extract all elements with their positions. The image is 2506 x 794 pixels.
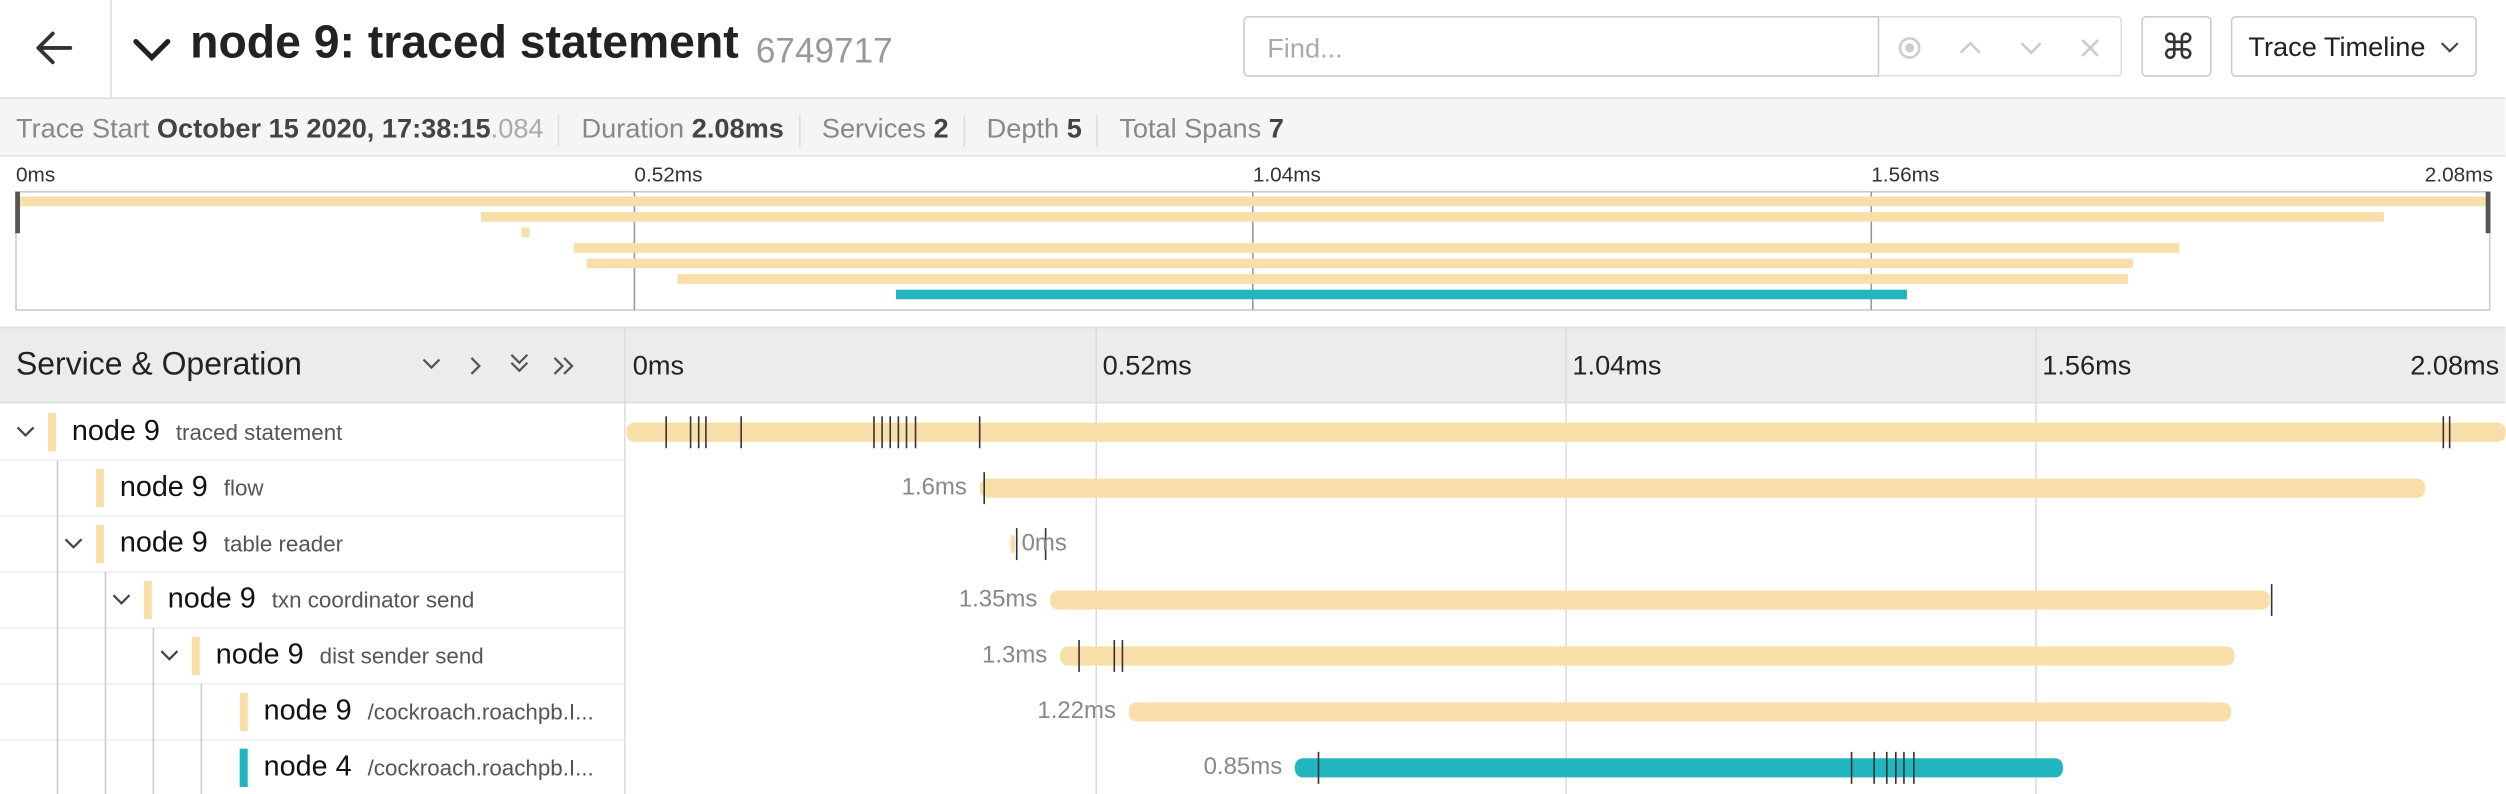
service-name: node 9 bbox=[120, 471, 208, 503]
expand-chevron[interactable] bbox=[16, 426, 35, 438]
meta-label: Duration bbox=[581, 113, 685, 144]
minimap-span bbox=[521, 227, 530, 238]
meta-label: Services bbox=[821, 113, 926, 144]
svg-text:⌘: ⌘ bbox=[2161, 28, 2196, 67]
search-controls bbox=[1879, 15, 2123, 77]
span-bar[interactable] bbox=[626, 422, 2506, 442]
span-duration: 1.35ms bbox=[959, 585, 1038, 612]
timeline-tick-label: 0.52ms bbox=[1103, 350, 1192, 381]
service-name: node 9 bbox=[168, 583, 256, 615]
meta-fraction: .084 bbox=[490, 113, 544, 144]
span-duration: 1.22ms bbox=[1037, 697, 1116, 724]
meta-value: October 15 2020, 17:38:15 bbox=[156, 113, 491, 144]
span-bar[interactable] bbox=[979, 478, 2426, 498]
service-color bbox=[95, 469, 104, 508]
operation-name: traced statement bbox=[176, 420, 343, 445]
collapse-toggle[interactable] bbox=[131, 29, 176, 71]
span-duration: 1.6ms bbox=[902, 474, 967, 501]
meta-label: Depth bbox=[986, 113, 1060, 144]
span-bar[interactable] bbox=[1128, 702, 2232, 722]
meta-value: 7 bbox=[1268, 113, 1284, 144]
column-header bbox=[0, 327, 2506, 403]
service-name: node 4 bbox=[264, 750, 352, 782]
minimap-span bbox=[480, 212, 2384, 222]
timeline: Service & Operation 0ms 0.52ms 1.04ms 1.56m… bbox=[0, 163, 2506, 794]
minimap-span bbox=[15, 196, 2490, 207]
operation-name: dist sender send bbox=[320, 643, 484, 668]
dropdown-caret bbox=[2440, 42, 2458, 53]
operation-name: /cockroach.roachpb.I... bbox=[368, 699, 594, 724]
operation-name: txn coordinator send bbox=[272, 588, 475, 613]
back-button[interactable] bbox=[0, 0, 112, 98]
expand-chevron[interactable] bbox=[64, 538, 83, 549]
span-bar[interactable] bbox=[1050, 590, 2270, 610]
span-duration: 0ms bbox=[1022, 529, 1067, 556]
minimap-span bbox=[573, 243, 2180, 253]
trace-id: 6749717 bbox=[755, 30, 893, 71]
minimap-tick-label: 1.56ms bbox=[1871, 163, 1939, 186]
operation-name: flow bbox=[224, 476, 265, 501]
timeline-tick-label: 1.04ms bbox=[1572, 350, 1661, 381]
service-color bbox=[95, 524, 104, 564]
span-bar[interactable] bbox=[1294, 758, 2063, 778]
meta-value: 2 bbox=[933, 113, 949, 144]
view-dropdown[interactable]: Trace Timeline bbox=[2230, 15, 2477, 77]
expand-controls[interactable] bbox=[422, 353, 574, 375]
minimap-span bbox=[586, 258, 2133, 269]
service-color bbox=[239, 748, 248, 788]
trace-header: node 9: traced statement 6749717 Find...… bbox=[0, 0, 2506, 100]
search-input[interactable]: Find... bbox=[1243, 15, 1880, 77]
service-name: node 9 bbox=[264, 695, 352, 727]
expand-chevron[interactable] bbox=[160, 650, 179, 661]
span-bar[interactable] bbox=[1010, 534, 1016, 554]
service-name: node 9 bbox=[72, 415, 160, 447]
service-color bbox=[191, 636, 200, 676]
column-title: Service & Operation bbox=[16, 345, 302, 381]
meta-value: 2.08ms bbox=[691, 113, 784, 144]
meta-label: Trace Start bbox=[15, 113, 150, 144]
meta-label: Total Spans bbox=[1119, 113, 1262, 144]
operation-name: /cockroach.roachpb.I... bbox=[368, 755, 594, 780]
minimap-tick-label: 2.08ms bbox=[2425, 163, 2493, 186]
span-duration: 1.3ms bbox=[982, 641, 1047, 668]
minimap-span bbox=[896, 289, 1907, 300]
operation-name: table reader bbox=[224, 532, 344, 557]
meta-value: 5 bbox=[1066, 113, 1082, 144]
timeline-tick-label: 2.08ms bbox=[2410, 350, 2499, 381]
minimap-tick-label: 0.52ms bbox=[634, 163, 702, 186]
span-bar[interactable] bbox=[1060, 646, 2235, 666]
minimap-tick-label: 1.04ms bbox=[1253, 163, 1321, 186]
minimap-span bbox=[677, 274, 2129, 284]
view-label: Trace Timeline bbox=[2248, 31, 2426, 63]
expand-chevron[interactable] bbox=[112, 594, 131, 605]
search-icons bbox=[1898, 37, 2100, 59]
service-color bbox=[143, 580, 152, 620]
command-icon: ⌘ bbox=[2161, 28, 2196, 67]
keyboard-shortcuts-button[interactable]: ⌘ bbox=[2141, 15, 2212, 77]
service-name: node 9 bbox=[120, 527, 208, 559]
trace-meta: Trace Start October 15 2020, 17:38:15.08… bbox=[0, 99, 2506, 157]
span-duration: 0.85ms bbox=[1204, 753, 1283, 780]
timeline-tick-label: 1.56ms bbox=[2042, 350, 2131, 381]
service-name: node 9 bbox=[216, 639, 304, 671]
timeline-tick-label: 0ms bbox=[633, 350, 684, 381]
minimap-tick-label: 0ms bbox=[16, 163, 55, 186]
back-icon bbox=[36, 31, 73, 65]
trace-title: node 9: traced statement bbox=[190, 17, 739, 69]
service-color bbox=[47, 413, 56, 452]
service-color bbox=[239, 692, 248, 732]
